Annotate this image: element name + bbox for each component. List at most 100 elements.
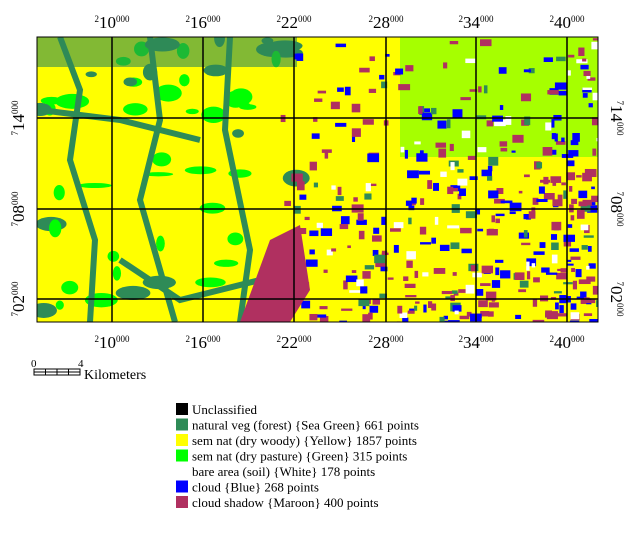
cloud-patch [521, 93, 531, 101]
label-suffix: 000 [298, 14, 312, 24]
cloud-patch [480, 39, 492, 46]
patch [152, 152, 171, 166]
cloud-patch [416, 153, 427, 161]
cloud-patch [353, 197, 357, 201]
cloud-patch [320, 306, 328, 309]
cloud-patch [584, 300, 595, 303]
cloud-patch [500, 105, 503, 110]
label-suffix: 000 [207, 14, 221, 24]
cloud-patch [340, 224, 348, 229]
label-suffix: 000 [571, 14, 585, 24]
cloud-patch [539, 186, 545, 193]
cloud-patch [297, 181, 305, 190]
cloud-patch [369, 56, 374, 61]
cloud-patch [579, 201, 588, 206]
scale-bar: 0 4 Kilometers [31, 358, 146, 383]
cloud-patch [561, 138, 564, 142]
cloud-patch [512, 151, 516, 153]
cloud-patch [450, 162, 454, 170]
cloud-patch [321, 228, 332, 236]
cloud-patch [546, 273, 557, 275]
patch [124, 77, 137, 86]
patch [78, 183, 112, 188]
cloud-patch [314, 98, 322, 101]
cloud-patch [544, 193, 555, 200]
cloud-patch [309, 231, 318, 237]
cloud-patch [356, 279, 363, 286]
cloud-patch [541, 267, 549, 272]
cloud-patch [556, 273, 567, 279]
cloud-patch [435, 217, 438, 225]
cloud-patch [551, 234, 557, 240]
cloud-patch [402, 318, 408, 325]
cloud-patch [373, 299, 380, 304]
classified-map [29, 29, 610, 330]
cloud-patch [338, 187, 342, 195]
patch [41, 97, 63, 105]
cloud-patch [305, 217, 310, 220]
cloud-patch [415, 301, 419, 303]
cloud-patch [559, 91, 568, 96]
cloud-patch [544, 57, 553, 62]
legend-swatch [176, 434, 188, 446]
patch [30, 303, 56, 318]
coord-label: 234000 [459, 13, 495, 32]
cloud-patch [422, 113, 432, 121]
cloud-patch [431, 238, 436, 244]
cloud-patch [501, 201, 513, 204]
cloud-patch [370, 306, 379, 313]
cloud-patch [563, 282, 573, 284]
cloud-patch [552, 255, 558, 264]
cloud-patch [284, 201, 291, 206]
patch [240, 103, 250, 108]
cloud-patch [373, 228, 379, 234]
cloud-patch [499, 67, 507, 74]
cloud-patch [324, 270, 328, 273]
cloud-patch [447, 187, 453, 194]
cloud-patch [434, 268, 446, 274]
cloud-patch [406, 251, 416, 259]
cloud-patch [424, 108, 430, 112]
cloud-patch [578, 191, 587, 198]
cloud-patch [527, 271, 530, 279]
cloud-patch [519, 191, 523, 194]
coord-label: 216000 [186, 13, 222, 32]
cloud-patch [578, 48, 584, 56]
cloud-patch [296, 53, 303, 61]
cloud-patch [374, 255, 385, 264]
cloud-patch [466, 285, 475, 294]
cloud-patch [526, 262, 529, 271]
cloud-patch [568, 224, 572, 228]
cloud-patch [372, 235, 382, 241]
cloud-patch [420, 198, 424, 205]
scale-unit: Kilometers [84, 368, 146, 383]
cloud-patch [460, 97, 470, 100]
cloud-patch [364, 193, 371, 199]
cloud-patch [583, 93, 588, 98]
cloud-patch [411, 198, 416, 204]
label-main: 14 [607, 105, 624, 123]
cloud-patch [306, 260, 318, 267]
cloud-patch [394, 222, 404, 228]
coord-label: 210000 [95, 13, 131, 32]
cloud-patch [336, 196, 344, 201]
coord-label: 228000 [369, 333, 405, 352]
cloud-patch [358, 299, 369, 306]
cloud-patch [515, 272, 525, 280]
cloud-patch [586, 266, 589, 270]
cloud-patch [461, 249, 471, 254]
cloud-patch [496, 214, 505, 216]
cloud-patch [515, 315, 521, 319]
cloud-patch [450, 41, 458, 44]
coord-label: 228000 [369, 13, 405, 32]
cloud-patch [555, 82, 567, 89]
cloud-patch [352, 128, 361, 137]
patch [123, 103, 148, 115]
patch [214, 260, 238, 267]
coord-label: 714000 [9, 100, 28, 136]
cloud-patch [533, 299, 537, 306]
cloud-patch [569, 186, 572, 192]
coord-label: 702000 [9, 281, 28, 317]
cloud-patch [309, 249, 314, 254]
label-suffix: 000 [10, 191, 20, 205]
